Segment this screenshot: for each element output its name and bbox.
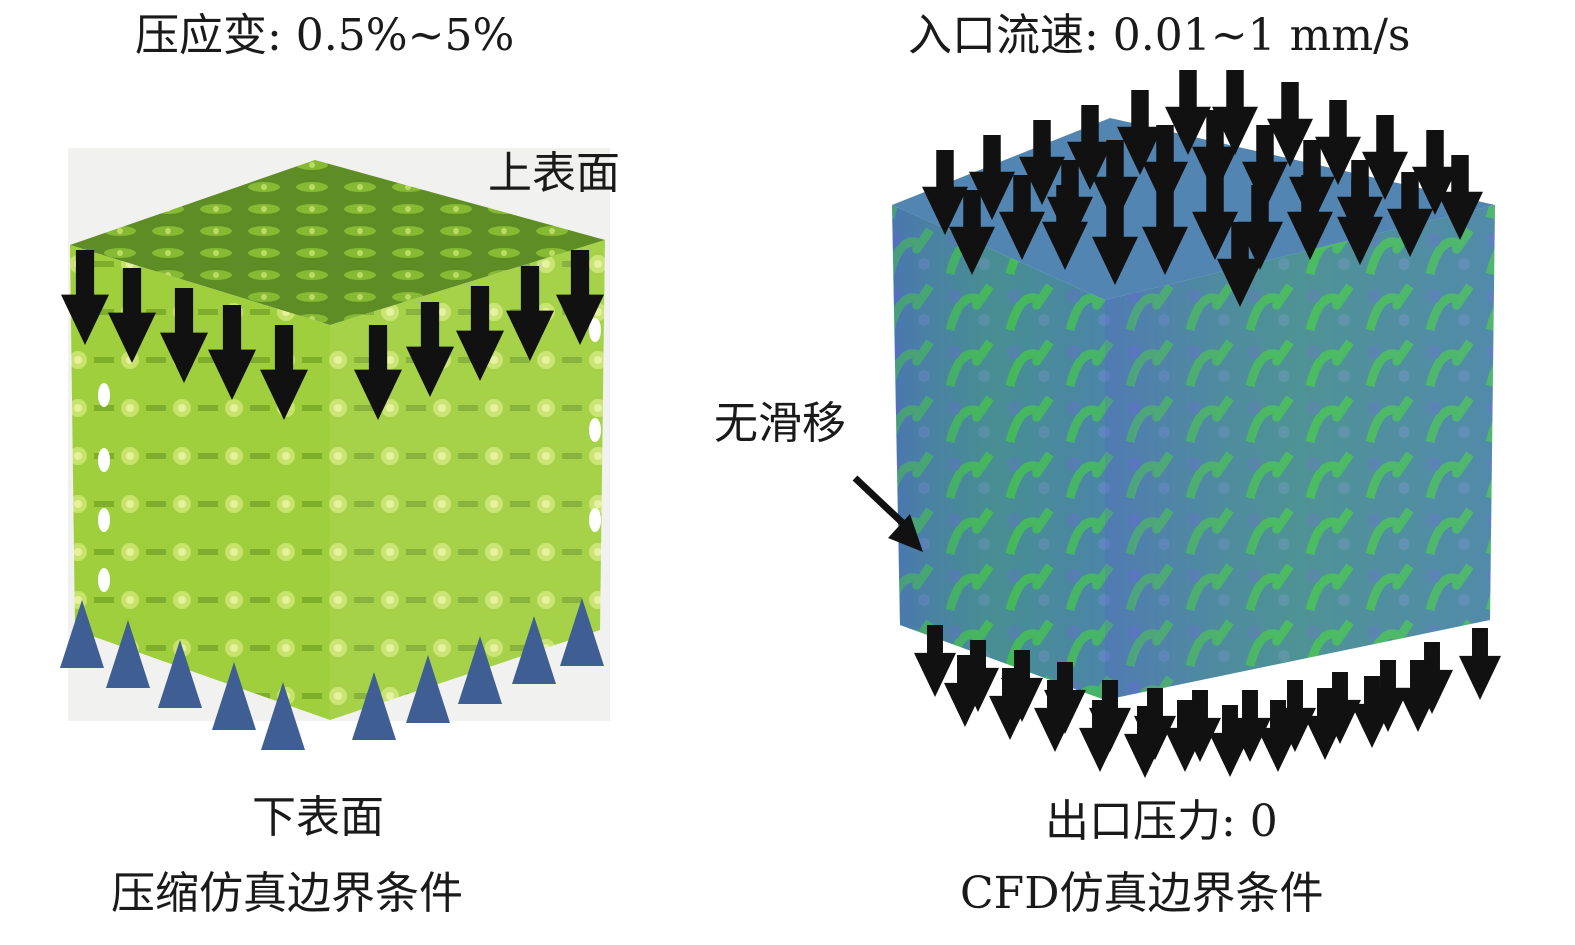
inlet-arrow	[1387, 172, 1433, 257]
inlet-arrow	[1192, 110, 1238, 195]
load-arrow	[208, 305, 256, 400]
fluid-cube-figure	[852, 70, 1501, 778]
load-arrow	[506, 266, 554, 361]
support-triangle	[212, 662, 256, 730]
outlet-arrow	[1001, 650, 1043, 722]
load-arrow	[260, 325, 308, 420]
compression-caption: 压缩仿真边界条件	[111, 868, 463, 919]
support-triangle	[158, 640, 202, 708]
outlet-arrow	[1351, 676, 1393, 748]
inlet-arrow	[1212, 70, 1258, 155]
load-arrow	[108, 268, 156, 363]
load-arrow	[354, 325, 402, 420]
inlet-arrow	[922, 150, 968, 235]
outlet-arrow	[1274, 680, 1316, 752]
outlet-arrow	[1319, 672, 1361, 744]
strain-range-label: 压应变: 0.5%~5%	[135, 10, 515, 61]
inlet-arrow	[1117, 90, 1163, 175]
outlet-arrow	[1209, 705, 1251, 777]
support-triangle	[106, 620, 150, 688]
lattice-cube-figure	[60, 148, 610, 750]
support-triangle	[60, 600, 104, 668]
outlet-arrow	[1257, 700, 1299, 772]
inlet-arrow	[1042, 185, 1088, 270]
outlet-arrow	[957, 640, 999, 712]
inlet-arrow	[1242, 125, 1288, 210]
support-triangles	[60, 598, 604, 750]
inlet-arrow	[969, 135, 1015, 220]
support-triangle	[560, 598, 604, 666]
outlet-arrow	[1411, 642, 1453, 714]
inlet-arrow	[1192, 175, 1238, 260]
outlet-arrow	[1164, 700, 1206, 772]
outlet-arrow	[914, 625, 956, 697]
support-triangle	[406, 655, 450, 723]
support-triangle	[352, 672, 396, 740]
outlet-arrow	[1034, 680, 1076, 752]
outlet-arrow	[1459, 628, 1501, 700]
inlet-arrow	[949, 190, 995, 275]
inlet-arrow	[999, 175, 1045, 260]
inlet-arrow	[1142, 190, 1188, 275]
load-arrow	[160, 288, 208, 383]
support-triangle	[458, 636, 502, 704]
lattice-front-right-face	[330, 240, 605, 720]
lattice-top-face	[70, 160, 605, 325]
outlet-arrow	[1134, 688, 1176, 760]
outlet-arrow	[1044, 662, 1086, 734]
lattice-edge-pores	[98, 318, 601, 592]
cfd-panel: 入口流速: 0.01~1 mm/s	[714, 0, 1575, 945]
no-slip-pointer-arrow	[852, 475, 923, 552]
inlet-arrow	[1092, 200, 1138, 285]
inlet-arrow	[1019, 120, 1065, 205]
support-triangle	[512, 616, 556, 684]
outlet-arrow	[989, 668, 1031, 740]
load-arrow	[456, 286, 504, 381]
outlet-arrow	[1367, 660, 1409, 732]
outlet-arrows	[914, 625, 1501, 778]
load-arrow	[406, 302, 454, 397]
inlet-velocity-label: 入口流速: 0.01~1 mm/s	[908, 10, 1411, 61]
inlet-arrow	[1337, 180, 1383, 265]
outlet-arrow	[1229, 690, 1271, 762]
inlet-arrow	[1142, 125, 1188, 210]
inlet-arrow	[1217, 222, 1263, 307]
inlet-arrow	[1092, 140, 1138, 225]
support-triangle	[261, 682, 305, 750]
outlet-pressure-label: 出口压力: 0	[1045, 796, 1278, 847]
inlet-arrow	[1362, 115, 1408, 200]
no-slip-label: 无滑移	[714, 398, 846, 449]
lower-surface-label: 下表面	[252, 792, 384, 843]
inlet-arrow	[1067, 105, 1113, 190]
upper-surface-label: 上表面	[488, 148, 620, 199]
inlet-arrow	[1165, 70, 1211, 155]
inlet-arrow	[1412, 130, 1458, 215]
inlet-arrow	[1315, 100, 1361, 185]
inlet-arrow	[1237, 185, 1283, 270]
outlet-arrow	[1124, 706, 1166, 778]
load-arrow	[61, 250, 109, 345]
cfd-caption: CFD仿真边界条件	[960, 868, 1324, 919]
outlet-arrow	[944, 655, 986, 727]
load-arrow	[556, 250, 604, 345]
load-arrows	[61, 250, 604, 420]
inlet-arrows	[922, 70, 1483, 307]
lattice-front-left-face	[70, 245, 330, 720]
inlet-arrow	[1267, 82, 1313, 167]
outlet-arrow	[1089, 680, 1131, 752]
outlet-arrow	[1397, 660, 1439, 732]
outlet-arrow	[1079, 700, 1121, 772]
inlet-arrow	[1287, 175, 1333, 260]
inlet-arrow	[1437, 155, 1483, 240]
compression-panel: 压应变: 0.5%~5%	[0, 0, 760, 945]
outlet-arrow	[1179, 690, 1221, 762]
outlet-arrow	[1304, 688, 1346, 760]
